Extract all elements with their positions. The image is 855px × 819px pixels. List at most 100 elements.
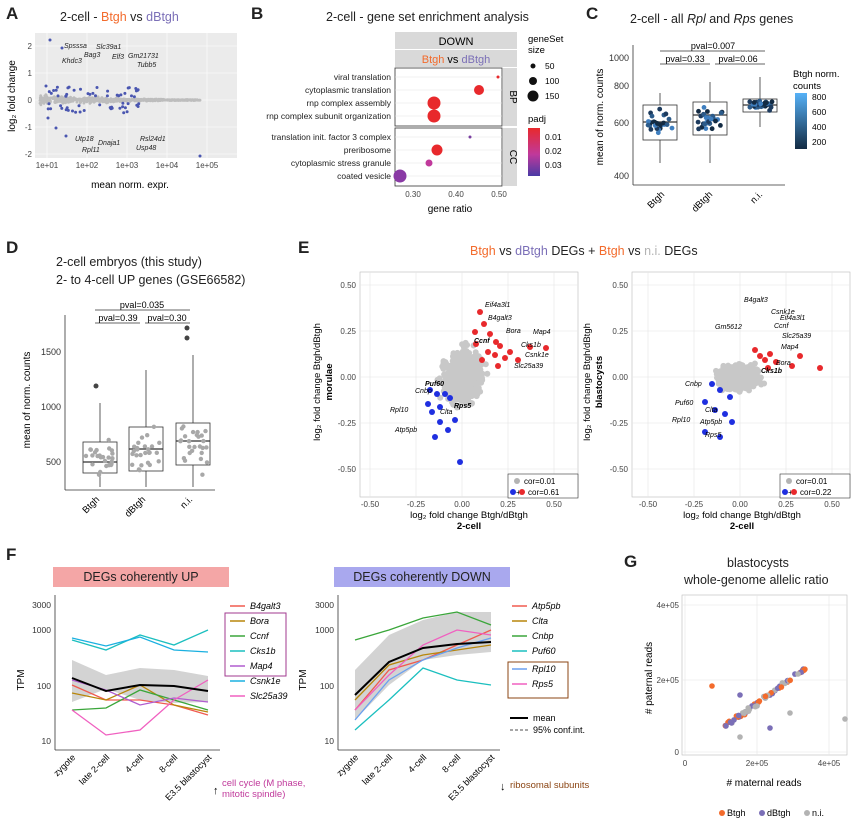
ma-sig-point [127, 86, 131, 90]
e-red-point [502, 355, 508, 361]
b-dot [431, 144, 443, 156]
e-blue-point [437, 404, 443, 410]
f-up-gene-line [71, 689, 209, 711]
ma-sig-point [59, 104, 63, 108]
ma-point [127, 98, 131, 102]
e-blue-point [717, 434, 723, 440]
svg-text:8-cell: 8-cell [440, 752, 462, 774]
svg-text:cor=0.22: cor=0.22 [800, 488, 832, 497]
ma-sig-point [64, 134, 68, 138]
ma-sig-point [49, 91, 53, 95]
ma-point [198, 98, 202, 102]
svg-text:Bora: Bora [776, 360, 791, 367]
panel-g-label: G [624, 552, 638, 571]
c-ytick: 1000 [609, 53, 629, 63]
e-left-xlabel2: 2-cell [457, 521, 481, 532]
a-ytick: 2 [28, 42, 33, 51]
f-down-gene-line [354, 637, 492, 721]
ma-sig-point [119, 93, 123, 97]
f-up-legend-label: Cks1b [250, 646, 276, 656]
ma-sig-point [48, 38, 52, 42]
e-point [460, 344, 467, 351]
svg-text:Map4: Map4 [533, 329, 551, 336]
ma-sig-point [66, 108, 70, 112]
e-point [461, 351, 468, 358]
ma-point [118, 97, 121, 101]
ma-point [120, 98, 124, 102]
b-dot [427, 96, 441, 110]
ma-point [129, 98, 133, 102]
e-blue-point [442, 391, 448, 397]
e-red-point [495, 363, 501, 369]
ma-point [151, 99, 155, 103]
d-point [182, 434, 188, 439]
f-up-gene-line [71, 684, 209, 716]
f-up-ci [72, 660, 208, 703]
svg-text:0.00: 0.00 [732, 500, 748, 509]
d-ylabel: mean of norm. counts [22, 352, 33, 449]
svg-text:0.01: 0.01 [545, 132, 562, 142]
g-point [709, 683, 715, 689]
d-point [192, 444, 197, 450]
svg-text:0.25: 0.25 [612, 327, 628, 336]
e-red-point [752, 347, 758, 353]
c-colorbar [795, 93, 807, 149]
f-up-note2: mitotic spindle) [222, 789, 285, 800]
svg-text:600: 600 [812, 107, 826, 117]
f-up-legend-label: Csnk1e [250, 676, 281, 686]
svg-text:Clta: Clta [440, 409, 453, 416]
a-ytick: 0 [28, 96, 33, 105]
c-point [657, 106, 663, 112]
ma-point [42, 98, 46, 102]
g-xlabel: # maternal reads [726, 778, 801, 789]
svg-text:Rpl10: Rpl10 [672, 417, 690, 424]
d-point [110, 451, 115, 456]
ma-point [184, 98, 188, 102]
e-blue-point [452, 417, 458, 423]
panel-b-title: 2-cell - gene set enrichment analysis [326, 10, 529, 24]
svg-text:zygote: zygote [335, 752, 361, 778]
e-red-point [757, 353, 763, 359]
a-gene: Elf3 [112, 54, 124, 61]
b-term: rnp complex subunit organization [266, 111, 391, 121]
ma-sig-point [71, 109, 74, 113]
d-point [204, 445, 209, 450]
ma-sig-point [79, 87, 82, 91]
svg-text:-0.25: -0.25 [610, 419, 629, 428]
ma-sig-point [77, 104, 81, 108]
b-term: cytoplasmic stress granule [291, 158, 391, 168]
ma-sig-point [56, 94, 60, 98]
f-mean-label: mean [533, 713, 556, 723]
f-down-legend-label: Atp5pb [531, 601, 561, 611]
g-point [762, 693, 769, 700]
e-xtick: 0.25 [500, 500, 516, 509]
e-point [738, 380, 745, 387]
d-point [149, 444, 155, 449]
ma-sig-point [64, 94, 68, 98]
b-strip-bp: BP [507, 90, 518, 104]
f-down-legend: Atp5pb Clta Cnbp Puf60 Rpl10 Rps5 [512, 601, 561, 689]
c-point [718, 110, 724, 116]
e-right-xlabel: log₂ fold change Btgh/dBtgh [683, 510, 801, 521]
f-up-highlight [224, 612, 287, 677]
ma-sig-point [135, 103, 139, 107]
f-up-legend-label: Slc25a39 [250, 691, 288, 701]
ma-sig-point [91, 91, 95, 95]
e-blue-point [432, 434, 438, 440]
svg-text:Cnbp: Cnbp [685, 381, 702, 388]
d-point [139, 463, 144, 468]
g-point [728, 720, 735, 726]
b-term: viral translation [334, 72, 391, 82]
ma-point [106, 98, 110, 102]
d-point [187, 450, 192, 456]
b-strip-top: DOWN [439, 36, 474, 48]
e-red-point [479, 357, 485, 363]
f-ci-label: 95% conf.int. [533, 725, 585, 735]
d-point [178, 438, 184, 443]
panel-a-title: 2-cell - Btgh vs dBtgh [60, 10, 179, 24]
e-blue-point [702, 399, 708, 405]
svg-text:10: 10 [42, 736, 52, 746]
d-point [181, 456, 187, 461]
ma-sig-point [74, 110, 78, 114]
e-point [482, 361, 489, 368]
